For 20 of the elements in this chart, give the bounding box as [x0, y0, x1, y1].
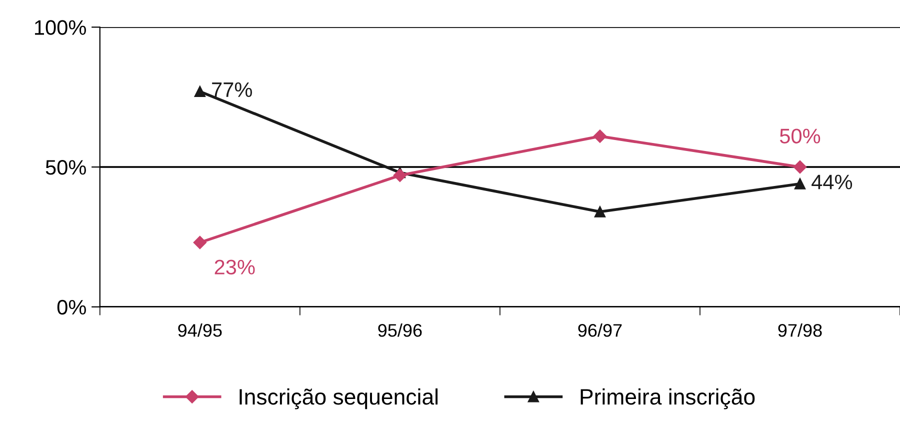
legend-label: Primeira inscrição: [580, 388, 755, 410]
data-label: 77%: [212, 82, 252, 97]
data-label: 44%: [812, 174, 852, 190]
x-tick-label: 95/96: [378, 324, 422, 337]
data-label: 50%: [780, 128, 820, 144]
x-tick-label: 94/95: [178, 324, 222, 337]
point: [593, 130, 607, 143]
point: [793, 160, 807, 174]
y-tick-label: 100%: [35, 20, 86, 35]
point: [193, 236, 206, 250]
point: [194, 86, 206, 98]
data-label: 23%: [214, 260, 255, 275]
legend-label: Inscrição sequencial: [240, 388, 438, 410]
point: [393, 168, 407, 182]
x-tick-label: 96/97: [578, 324, 622, 337]
y-tick-label: 0%: [57, 300, 86, 315]
y-tick-label: 50%: [46, 160, 86, 175]
point: [794, 178, 806, 190]
x-tick-label: 97/98: [778, 324, 822, 337]
point: [594, 206, 606, 218]
